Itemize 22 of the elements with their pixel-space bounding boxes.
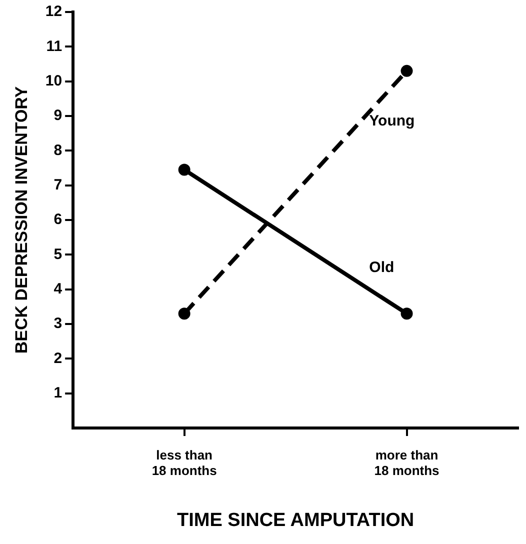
y-tick-label: 4: [54, 280, 63, 298]
y-tick-label: 11: [46, 38, 62, 55]
point: [400, 64, 413, 77]
x-axis-title: TIME SINCE AMPUTATION: [176, 510, 414, 531]
y-tick-label: 1: [54, 384, 62, 402]
y-tick-label: 10: [45, 72, 62, 90]
x-tick-label: more than 18 months: [374, 447, 440, 478]
y-tick-label: 7: [54, 176, 62, 194]
series-label: Old: [369, 258, 394, 276]
point: [400, 308, 413, 320]
y-tick-label: 6: [54, 211, 62, 228]
y-tick-label: 9: [54, 107, 62, 124]
point: [178, 308, 190, 320]
y-axis-title: BECK DEPRESSION INVENTORY: [12, 86, 31, 354]
y-tick-label: 5: [54, 246, 62, 263]
x-tick-label: less than 18 months: [152, 447, 217, 478]
series-label: Young: [369, 112, 415, 130]
y-tick-label: 8: [54, 142, 62, 159]
point: [178, 164, 190, 176]
y-tick-label: 12: [45, 3, 62, 20]
y-tick-label: 2: [54, 350, 62, 367]
y-tick-label: 3: [54, 315, 62, 332]
